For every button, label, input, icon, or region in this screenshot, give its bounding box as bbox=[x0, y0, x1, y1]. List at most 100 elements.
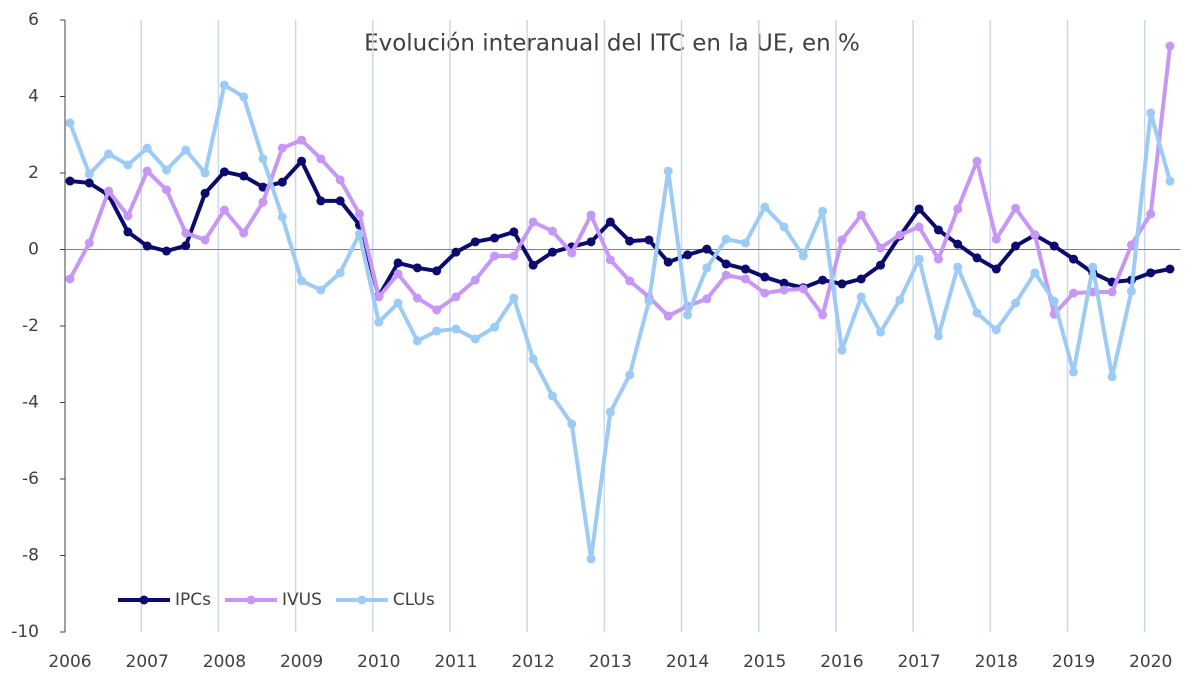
legend-marker bbox=[357, 595, 367, 605]
x-tick-label: 2016 bbox=[820, 652, 863, 672]
x-tick-label: 2018 bbox=[975, 652, 1018, 672]
data-point bbox=[528, 260, 538, 270]
x-tick-label: 2011 bbox=[434, 652, 477, 672]
data-point bbox=[239, 228, 249, 238]
legend-label: IPCs bbox=[175, 590, 211, 610]
data-point bbox=[702, 294, 712, 304]
data-point bbox=[1011, 241, 1021, 251]
data-point bbox=[818, 206, 828, 216]
legend-marker bbox=[246, 595, 256, 605]
data-point bbox=[1146, 108, 1156, 118]
data-point bbox=[161, 185, 171, 195]
data-point bbox=[412, 263, 422, 273]
data-point bbox=[84, 178, 94, 188]
data-point bbox=[798, 284, 808, 294]
data-point bbox=[914, 254, 924, 264]
data-point bbox=[84, 238, 94, 248]
data-point bbox=[432, 266, 442, 276]
data-point bbox=[451, 292, 461, 302]
y-tick-label: 6 bbox=[28, 10, 39, 30]
y-tick-label: -2 bbox=[22, 316, 39, 336]
data-point bbox=[1049, 296, 1059, 306]
x-tick-label: 2013 bbox=[589, 652, 632, 672]
data-point bbox=[972, 156, 982, 166]
data-point bbox=[876, 243, 886, 253]
data-point bbox=[104, 186, 114, 196]
data-point bbox=[856, 274, 866, 284]
data-point bbox=[605, 407, 615, 417]
data-point bbox=[219, 80, 229, 90]
y-tick-label: 0 bbox=[28, 240, 39, 260]
data-point bbox=[586, 237, 596, 247]
data-point bbox=[528, 217, 538, 227]
data-point bbox=[1011, 203, 1021, 213]
data-point bbox=[547, 226, 557, 236]
data-point bbox=[837, 279, 847, 289]
x-tick-label: 2019 bbox=[1052, 652, 1095, 672]
data-point bbox=[123, 160, 133, 170]
data-point bbox=[1069, 288, 1079, 298]
y-tick-label: -6 bbox=[22, 469, 39, 489]
data-point bbox=[490, 233, 500, 243]
data-point bbox=[740, 238, 750, 248]
data-point bbox=[933, 254, 943, 264]
data-point bbox=[354, 209, 364, 219]
data-point bbox=[1126, 286, 1136, 296]
data-point bbox=[586, 554, 596, 564]
data-point bbox=[972, 308, 982, 318]
data-point bbox=[740, 264, 750, 274]
data-point bbox=[876, 327, 886, 337]
data-point bbox=[432, 305, 442, 315]
x-tick-label: 2015 bbox=[743, 652, 786, 672]
data-point bbox=[683, 310, 693, 320]
data-point bbox=[837, 235, 847, 245]
data-point bbox=[1165, 41, 1175, 51]
data-point bbox=[277, 143, 287, 153]
data-point bbox=[953, 239, 963, 249]
data-point bbox=[625, 276, 635, 286]
data-point bbox=[354, 229, 364, 239]
data-point bbox=[856, 292, 866, 302]
data-point bbox=[605, 255, 615, 265]
data-point bbox=[239, 92, 249, 102]
data-point bbox=[876, 260, 886, 270]
data-point bbox=[933, 331, 943, 341]
data-point bbox=[914, 222, 924, 232]
data-point bbox=[84, 169, 94, 179]
data-point bbox=[567, 419, 577, 429]
data-point bbox=[142, 143, 152, 153]
data-point bbox=[895, 230, 905, 240]
data-point bbox=[451, 247, 461, 257]
data-point bbox=[490, 251, 500, 261]
data-point bbox=[856, 210, 866, 220]
data-point bbox=[451, 324, 461, 334]
data-point bbox=[721, 234, 731, 244]
data-point bbox=[432, 326, 442, 336]
data-point bbox=[181, 228, 191, 238]
data-point bbox=[277, 212, 287, 222]
legend-marker bbox=[139, 595, 149, 605]
data-point bbox=[65, 176, 75, 186]
data-point bbox=[200, 235, 210, 245]
data-point bbox=[991, 234, 1001, 244]
data-point bbox=[953, 262, 963, 272]
data-point bbox=[161, 165, 171, 175]
data-point bbox=[1146, 209, 1156, 219]
data-point bbox=[1049, 241, 1059, 251]
data-point bbox=[895, 295, 905, 305]
data-point bbox=[547, 391, 557, 401]
data-point bbox=[683, 250, 693, 260]
data-point bbox=[702, 244, 712, 254]
data-point bbox=[1107, 372, 1117, 382]
series bbox=[65, 80, 1175, 564]
y-tick-label: 4 bbox=[28, 87, 39, 107]
series bbox=[65, 41, 1175, 321]
x-tick-label: 2020 bbox=[1129, 652, 1172, 672]
data-point bbox=[991, 325, 1001, 335]
data-point bbox=[740, 274, 750, 284]
data-point bbox=[779, 285, 789, 295]
data-point bbox=[335, 196, 345, 206]
data-point bbox=[490, 322, 500, 332]
data-point bbox=[161, 246, 171, 256]
data-point bbox=[972, 253, 982, 263]
